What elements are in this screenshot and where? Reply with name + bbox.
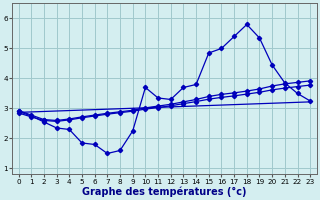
X-axis label: Graphe des températures (°c): Graphe des températures (°c) [82,186,247,197]
